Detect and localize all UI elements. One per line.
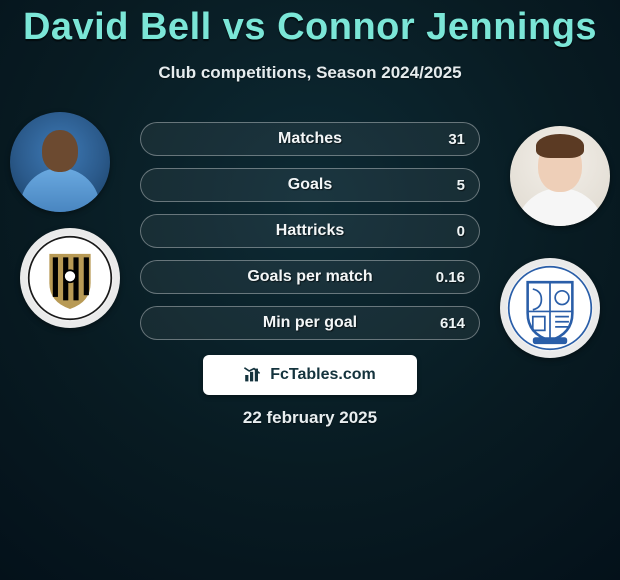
club-badge-right-icon <box>507 265 593 351</box>
player1-head <box>42 130 78 172</box>
club-badge-left-icon <box>27 235 113 321</box>
player2-torso <box>515 188 605 226</box>
page-title: David Bell vs Connor Jennings <box>0 0 620 49</box>
stat-label: Goals <box>288 176 332 194</box>
stat-label: Matches <box>278 130 342 148</box>
stat-right-value: 31 <box>448 131 465 148</box>
stat-right-value: 5 <box>457 177 465 194</box>
player1-torso <box>20 168 100 212</box>
stat-row-min-per-goal: Min per goal 614 <box>140 306 480 340</box>
stat-label: Goals per match <box>247 268 372 286</box>
stat-right-value: 0 <box>457 223 465 240</box>
title-player2: Connor Jennings <box>277 6 597 48</box>
player2-avatar <box>510 126 610 226</box>
subtitle: Club competitions, Season 2024/2025 <box>0 63 620 83</box>
date: 22 february 2025 <box>0 408 620 428</box>
club-badge-right <box>500 258 600 358</box>
club-badge-left <box>20 228 120 328</box>
stat-right-value: 0.16 <box>436 269 465 286</box>
stat-label: Hattricks <box>276 222 344 240</box>
stat-row-goals-per-match: Goals per match 0.16 <box>140 260 480 294</box>
stats-container: Matches 31 Goals 5 Hattricks 0 Goals per… <box>140 122 480 352</box>
stat-row-goals: Goals 5 <box>140 168 480 202</box>
player1-avatar <box>10 112 110 212</box>
player2-hair <box>536 134 584 158</box>
stat-row-matches: Matches 31 <box>140 122 480 156</box>
title-vs: vs <box>223 6 266 48</box>
bar-chart-icon <box>244 367 264 383</box>
stat-right-value: 614 <box>440 315 465 332</box>
stat-label: Min per goal <box>263 314 357 332</box>
stat-row-hattricks: Hattricks 0 <box>140 214 480 248</box>
brand-text: FcTables.com <box>270 366 376 384</box>
title-player1: David Bell <box>23 6 212 48</box>
brand-chip: FcTables.com <box>203 355 417 395</box>
infographic: David Bell vs Connor Jennings Club compe… <box>0 0 620 580</box>
